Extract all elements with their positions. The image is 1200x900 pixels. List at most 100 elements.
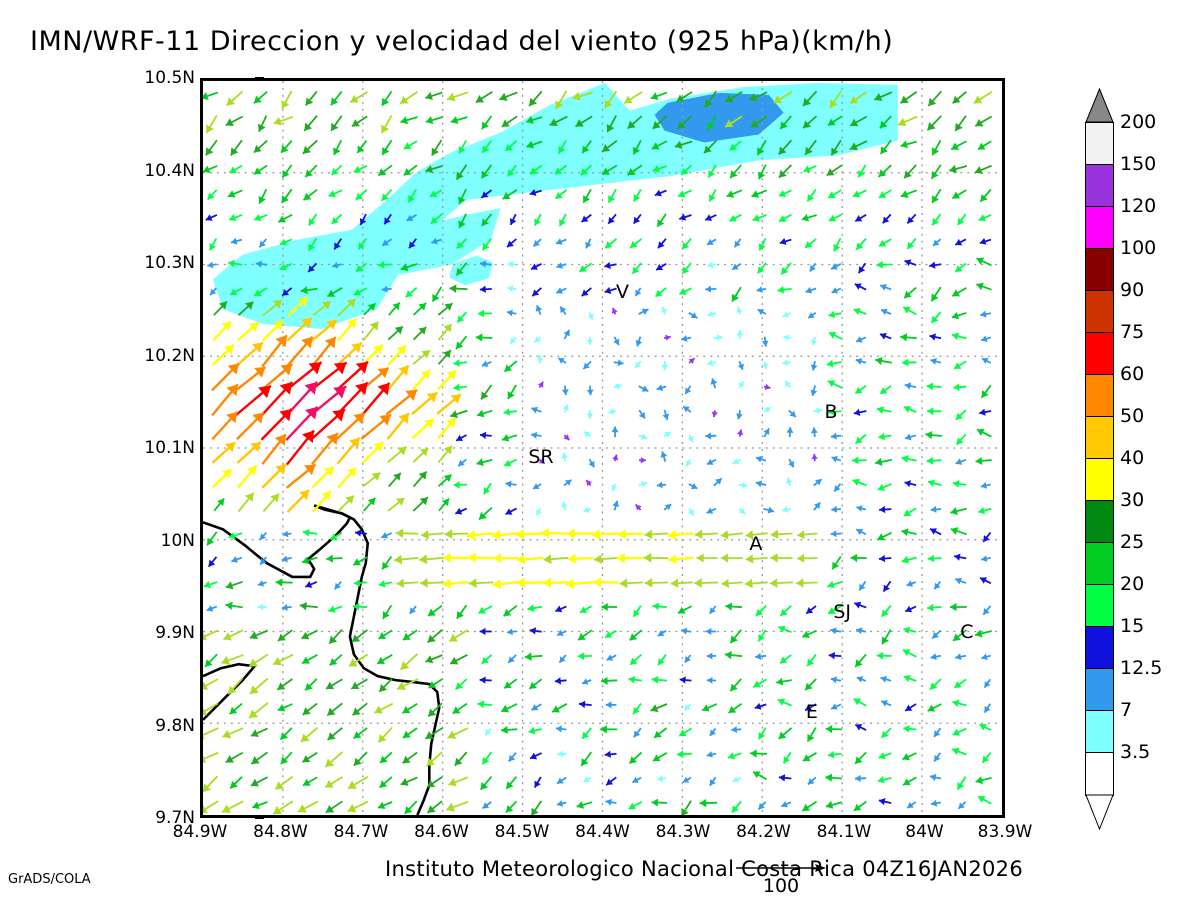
- wind-arrow: [479, 676, 492, 684]
- grid-lines: [203, 81, 1002, 815]
- wind-arrow: [805, 605, 817, 615]
- wind-arrow: [532, 483, 542, 490]
- wind-arrow: [974, 115, 993, 127]
- wind-arrow: [299, 601, 318, 611]
- wind-arrow: [304, 581, 318, 588]
- wind-arrow: [670, 578, 693, 588]
- wind-arrow: [828, 651, 842, 660]
- wind-field-plot: V B SR A SJ C E: [200, 78, 1005, 818]
- y-tick-label: 10.4N: [144, 160, 195, 181]
- wind-arrow: [826, 164, 843, 177]
- wind-arrow: [362, 321, 380, 341]
- wind-arrow: [357, 238, 367, 250]
- wind-arrow: [228, 214, 243, 222]
- wind-arrow: [408, 238, 417, 249]
- wind-vector-field: [203, 81, 1002, 815]
- wind-arrow: [929, 678, 942, 691]
- wind-arrow: [750, 115, 768, 129]
- wind-arrow: [273, 115, 294, 126]
- wind-arrow: [880, 676, 892, 683]
- wind-arrow: [412, 496, 429, 512]
- wind-arrow: [604, 261, 617, 269]
- wind-arrow: [927, 90, 942, 107]
- wind-arrow: [528, 678, 543, 690]
- wind-arrow: [381, 555, 393, 570]
- wind-arrow: [855, 627, 867, 635]
- wind-arrow: [949, 602, 967, 612]
- wind-arrow: [411, 391, 439, 416]
- wind-arrow: [307, 237, 318, 252]
- wind-arrow: [688, 311, 698, 319]
- wind-arrow: [904, 382, 917, 390]
- wind-arrow: [677, 189, 692, 198]
- wind-arrow: [782, 751, 792, 764]
- wind-arrow: [563, 434, 570, 441]
- wind-arrow: [925, 430, 942, 440]
- wind-arrow: [501, 434, 518, 442]
- colorbar-band: [1086, 375, 1113, 417]
- wind-arrow: [581, 727, 592, 740]
- wind-arrow: [532, 238, 542, 248]
- wind-arrow: [425, 91, 443, 101]
- wind-arrow: [825, 773, 842, 782]
- wind-arrow: [613, 359, 624, 367]
- wind-arrow: [455, 678, 468, 690]
- wind-arrow: [444, 529, 469, 539]
- wind-arrow: [724, 115, 743, 128]
- wind-arrow: [906, 580, 917, 587]
- wind-arrow: [926, 456, 942, 465]
- wind-arrow: [555, 725, 567, 733]
- wind-arrow: [302, 702, 318, 716]
- wind-arrow: [854, 433, 867, 445]
- wind-arrow: [830, 530, 842, 538]
- x-tick-label: 84.7W: [333, 822, 389, 842]
- wind-arrow: [707, 310, 717, 318]
- wind-arrow: [222, 727, 244, 739]
- speed-colorbar: [1085, 122, 1114, 796]
- wind-arrow: [855, 238, 867, 251]
- wind-arrow: [927, 479, 942, 487]
- wind-arrow: [353, 579, 368, 587]
- wind-arrow: [481, 115, 493, 130]
- wind-arrow: [605, 798, 617, 806]
- wind-arrow: [927, 603, 942, 612]
- wind-arrow: [255, 260, 267, 268]
- wind-arrow: [676, 115, 693, 130]
- wind-arrow: [301, 654, 318, 665]
- wind-arrow: [724, 91, 743, 103]
- wind-arrow: [707, 164, 717, 179]
- wind-arrow: [437, 349, 452, 365]
- wind-arrow: [328, 629, 343, 645]
- wind-arrow: [280, 140, 293, 154]
- wind-arrow: [399, 90, 418, 105]
- wind-arrow: [249, 677, 269, 695]
- wind-arrow: [745, 554, 768, 564]
- wind-arrow: [279, 727, 293, 741]
- wind-arrow: [555, 238, 567, 245]
- wind-arrow: [572, 91, 593, 101]
- wind-arrow: [500, 703, 518, 713]
- wind-arrow: [509, 336, 517, 345]
- wind-arrow: [874, 457, 892, 466]
- wind-arrow: [904, 480, 917, 488]
- wind-arrow: [831, 505, 842, 513]
- wind-arrow: [708, 189, 717, 202]
- wind-arrow: [809, 262, 817, 272]
- wind-arrow: [976, 428, 992, 438]
- wind-arrow: [483, 482, 492, 495]
- wind-arrow: [506, 628, 517, 636]
- wind-arrow: [311, 336, 337, 367]
- wind-arrow: [763, 383, 771, 390]
- wind-arrow: [226, 90, 244, 107]
- wind-arrow: [394, 554, 419, 565]
- wind-arrow: [304, 164, 318, 178]
- wind-arrow: [350, 678, 368, 690]
- wind-arrow: [801, 629, 817, 639]
- wind-arrow: [502, 189, 518, 200]
- wind-arrow: [981, 357, 992, 364]
- wind-arrow: [827, 580, 842, 589]
- wind-arrow: [757, 801, 767, 811]
- wind-arrow: [430, 213, 443, 225]
- wind-arrow: [634, 360, 642, 369]
- wind-arrow: [404, 800, 418, 815]
